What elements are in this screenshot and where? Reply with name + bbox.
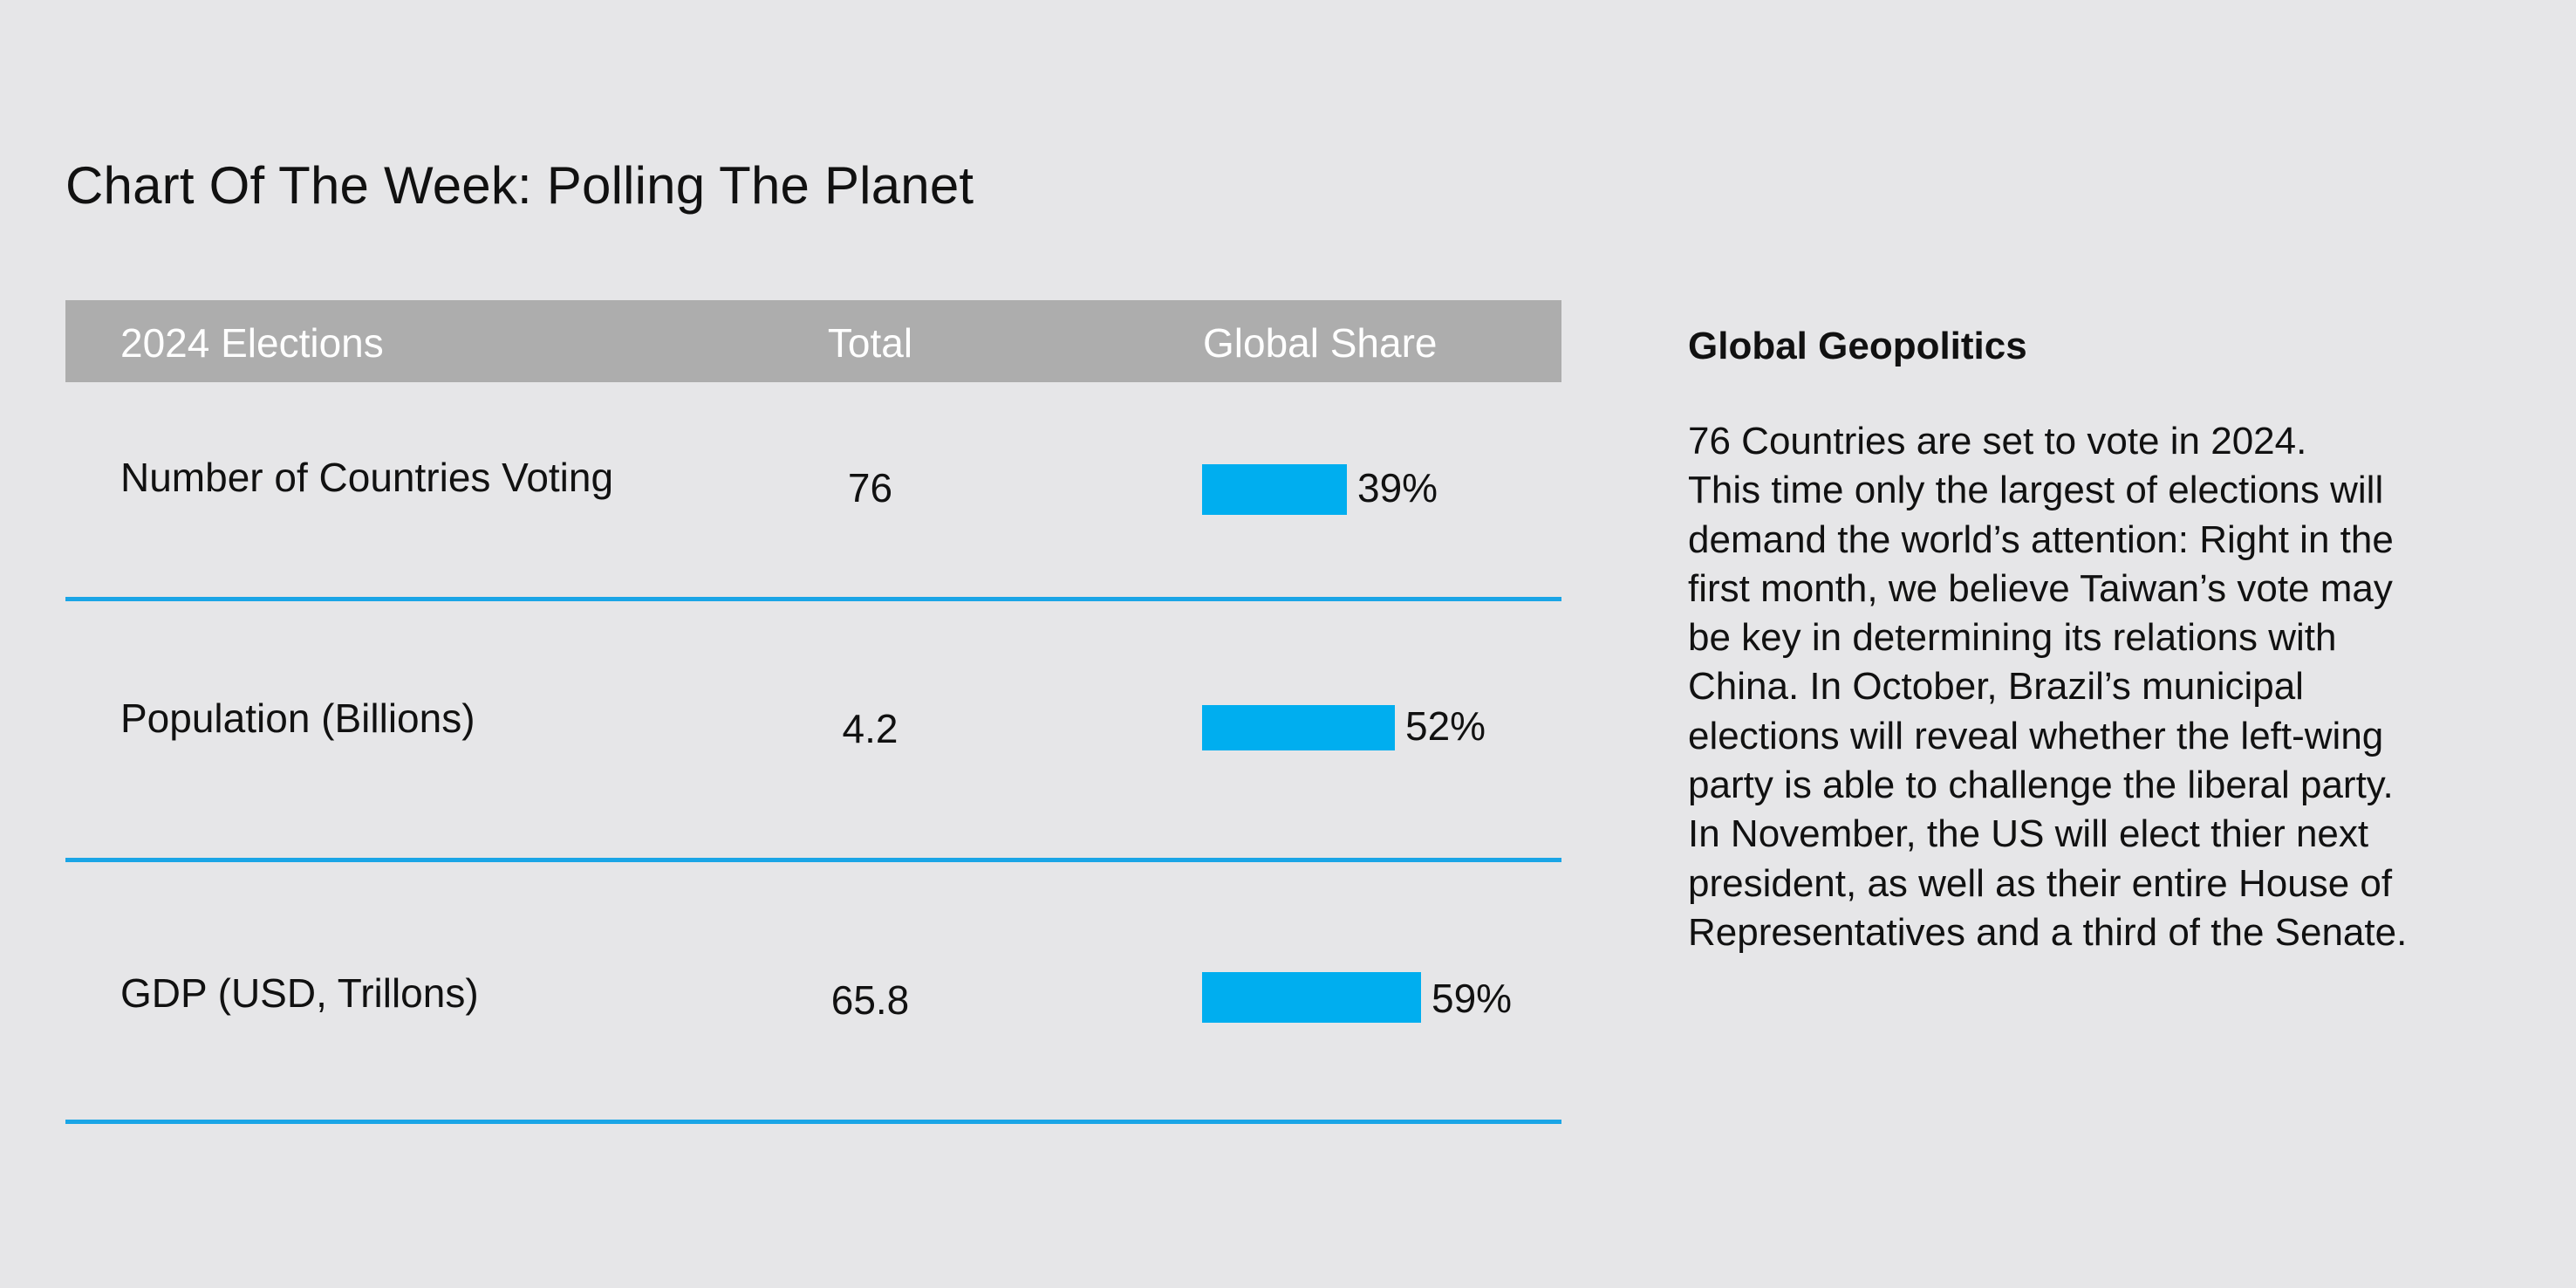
commentary-text: 76 Countries are set to vote in 2024. Th… (1688, 417, 2473, 957)
share-label: 52% (1405, 703, 1486, 749)
share-bar (1202, 972, 1421, 1023)
share-label: 39% (1357, 465, 1438, 510)
commentary-heading: Global Geopolitics (1688, 325, 2027, 367)
commentary-line: be key in determining its relations with (1688, 616, 2337, 660)
commentary-line: China. In October, Brazil’s municipal (1688, 665, 2304, 709)
page-title: Chart Of The Week: Polling The Planet (65, 156, 974, 215)
commentary-line: 76 Countries are set to vote in 2024. (1688, 420, 2307, 462)
commentary-line: first month, we believe Taiwan’s vote ma… (1688, 566, 2393, 610)
commentary-line: party is able to challenge the liberal p… (1688, 764, 2394, 807)
commentary-line: Representatives and a third of the Senat… (1688, 910, 2408, 954)
row-label: Number of Countries Voting (120, 455, 614, 500)
column-header-total: Total (827, 320, 913, 366)
elections-table: 2024 Elections Total Global Share Number… (65, 300, 1561, 1124)
table-row-gdp: GDP (USD, Trillons) 65.8 59% (65, 862, 1561, 1124)
commentary-line: elections will reveal whether the left-w… (1688, 714, 2384, 757)
commentary-line: This time only the largest of elections … (1688, 469, 2384, 512)
row-label: Population (Billions) (120, 695, 475, 741)
column-header-global-share: Global Share (1203, 320, 1438, 366)
column-header-elections: 2024 Elections (120, 320, 384, 366)
commentary-line: president, as well as their entire House… (1688, 861, 2393, 905)
commentary-line: In November, the US will elect thier nex… (1688, 812, 2369, 856)
commentary-panel: Global Geopolitics 76 Countries are set … (1688, 325, 2473, 957)
table-header: 2024 Elections Total Global Share (65, 300, 1561, 382)
share-bar (1202, 705, 1395, 750)
row-total: 76 (847, 465, 893, 510)
share-bar (1202, 464, 1347, 515)
table-row-countries: Number of Countries Voting 76 39% (65, 382, 1561, 601)
row-total: 65.8 (830, 977, 910, 1023)
commentary-line: demand the world’s attention: Right in t… (1688, 517, 2394, 561)
row-label: GDP (USD, Trillons) (120, 970, 479, 1016)
share-label: 59% (1431, 976, 1513, 1021)
table-row-population: Population (Billions) 4.2 52% (65, 601, 1561, 862)
row-total: 4.2 (842, 706, 899, 751)
